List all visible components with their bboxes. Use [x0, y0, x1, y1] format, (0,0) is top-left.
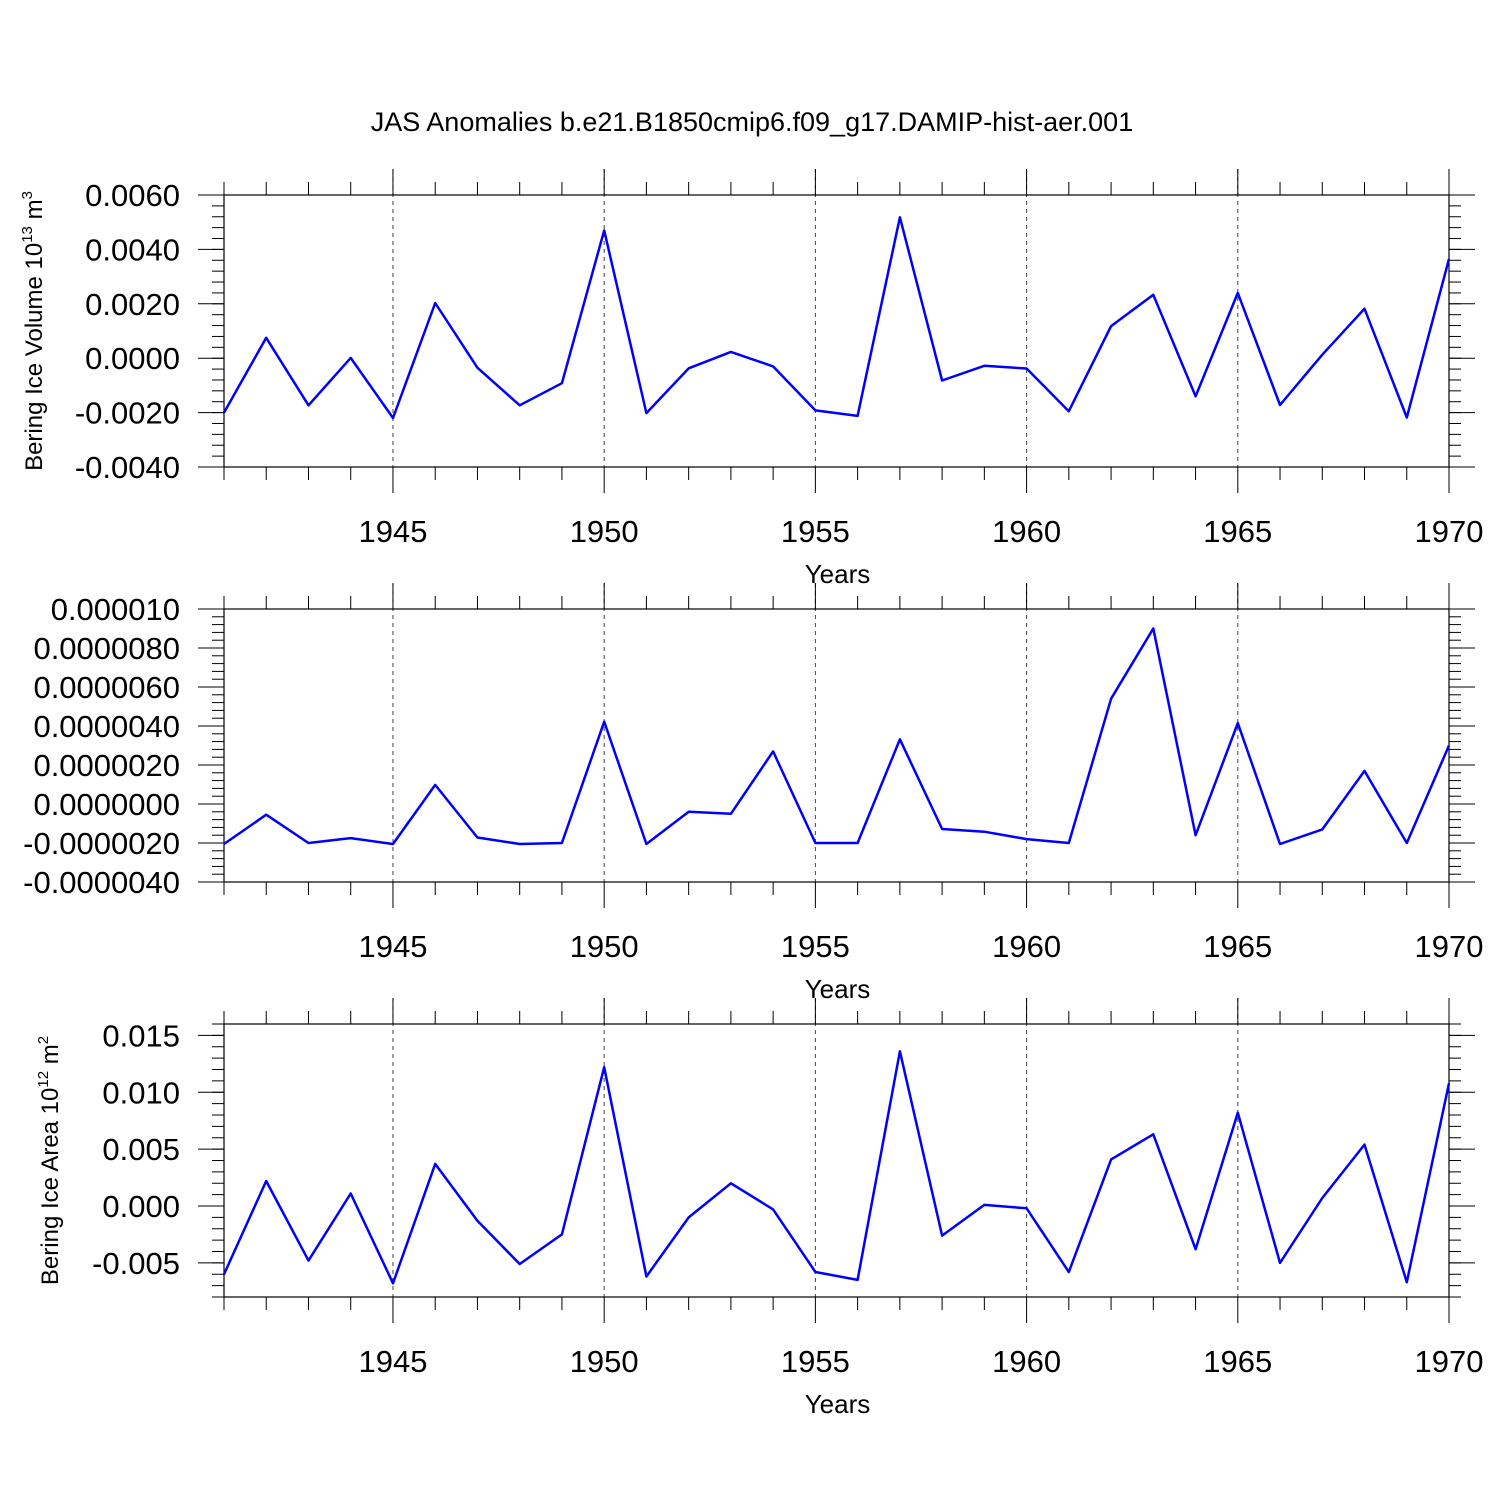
series-line: [222, 216, 1451, 420]
series-line: [223, 627, 1451, 846]
panel-ice-area: -0.005 0.000 0.005 0.010 0.015 1945 1950 1955 19…: [35, 998, 1483, 1419]
chart-title: JAS Anomalies b.e21.B1850cmip6.f09_g17.D…: [371, 107, 1133, 137]
y-axis-title: Bering Ice Volume 1013 m3: [19, 191, 48, 471]
x-axis-title: Years: [805, 974, 871, 1004]
x-tick-label: 1950: [570, 514, 639, 549]
y-tick-label: 0.0000: [85, 341, 180, 376]
y-tick-label: -0.0020: [75, 396, 180, 431]
y-tick-label: 0.015: [102, 1018, 180, 1053]
y-tick-label: 0.0000040: [33, 709, 180, 744]
y-tick-label: 0.010: [102, 1075, 180, 1110]
y-tick-label: 0.0000020: [33, 748, 180, 783]
x-tick-label: 1965: [1203, 1344, 1272, 1379]
y-axis-title-superscript: 3: [19, 191, 36, 199]
x-tick-label: 1955: [781, 514, 850, 549]
x-tick-label: 1950: [570, 1344, 639, 1379]
x-tick-label: 1965: [1203, 929, 1272, 964]
x-tick-label: 1945: [358, 929, 427, 964]
x-tick-label: 1960: [992, 1344, 1061, 1379]
y-tick-label: 0.0040: [85, 232, 180, 267]
y-tick-label: -0.005: [92, 1246, 180, 1281]
panel-ice-volume: -0.0040 -0.0020 0.0000 0.0020 0.0040 0.0060 19…: [19, 169, 1483, 589]
y-tick-label: 0.0060: [85, 178, 180, 213]
panel-series-2: -0.0000040 -0.0000020 0.0000000 0.0000020 0.…: [23, 583, 1483, 1004]
y-axis-title-part: m: [37, 1044, 64, 1071]
x-tick-label: 1960: [992, 514, 1061, 549]
y-tick-label: 0.000010: [51, 592, 180, 627]
x-tick-label: 1945: [358, 514, 427, 549]
x-tick-label: 1955: [781, 1344, 850, 1379]
y-axis-title: Bering Ice Area 1012 m2: [35, 1036, 64, 1285]
y-tick-label: 0.0000060: [33, 670, 180, 705]
x-tick-label: 1955: [781, 929, 850, 964]
y-tick-label: 0.0000000: [33, 787, 180, 822]
x-tick-label: 1970: [1415, 929, 1484, 964]
y-axis-title-superscript: 12: [35, 1071, 52, 1088]
x-tick-label: 1970: [1415, 1344, 1484, 1379]
y-tick-label: -0.0000040: [23, 865, 180, 900]
y-axis-title-superscript: 2: [35, 1036, 52, 1044]
y-tick-label: 0.0000080: [33, 631, 180, 666]
x-tick-label: 1970: [1415, 514, 1484, 549]
y-axis-title-part: Bering Ice Volume 10: [21, 243, 48, 471]
y-tick-label: 0.005: [102, 1132, 180, 1167]
series-line: [222, 1050, 1451, 1285]
y-axis-title-part: m: [21, 199, 48, 226]
plot-frame: [223, 194, 1450, 468]
x-axis-title: Years: [805, 559, 871, 589]
x-tick-label: 1945: [358, 1344, 427, 1379]
y-tick-label: 0.000: [102, 1189, 180, 1224]
y-tick-label: 0.0020: [85, 287, 180, 322]
y-axis-title-superscript: 13: [19, 226, 36, 243]
y-axis-title-part: Bering Ice Area 10: [37, 1088, 64, 1285]
y-tick-label: -0.0040: [75, 450, 180, 485]
plot-frame: [223, 608, 1450, 883]
plot-frame: [223, 1023, 1450, 1298]
x-tick-label: 1950: [570, 929, 639, 964]
x-tick-label: 1960: [992, 929, 1061, 964]
x-tick-label: 1965: [1203, 514, 1272, 549]
x-axis-title: Years: [805, 1389, 871, 1419]
y-tick-label: -0.0000020: [23, 826, 180, 861]
